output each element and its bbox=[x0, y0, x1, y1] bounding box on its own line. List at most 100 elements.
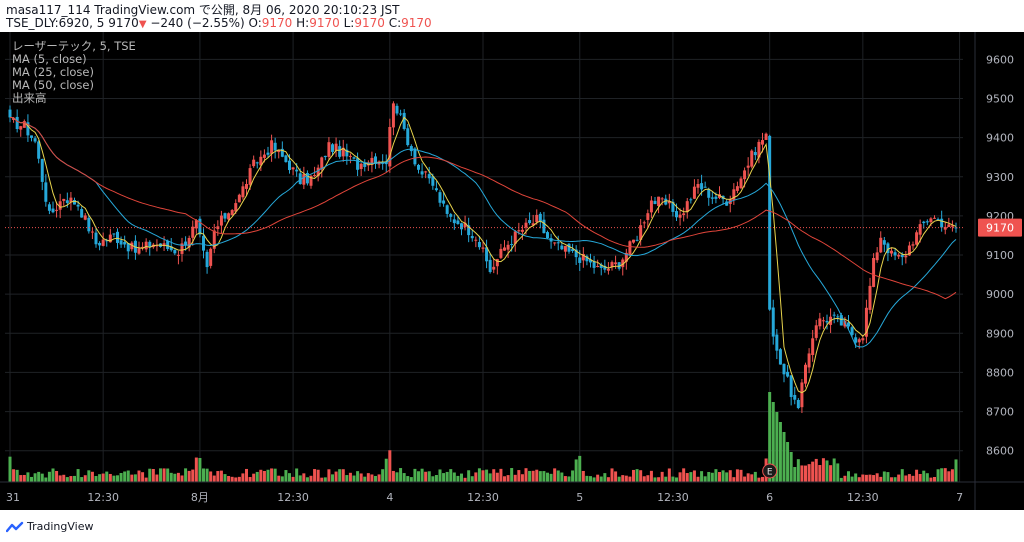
volume-bar bbox=[667, 468, 671, 482]
candle-body bbox=[69, 197, 73, 203]
legend-volume[interactable]: 出来高 bbox=[12, 91, 47, 105]
volume-bar bbox=[209, 471, 213, 482]
volume-bar bbox=[101, 473, 105, 482]
candle-body bbox=[542, 219, 546, 234]
candle-body bbox=[331, 144, 334, 152]
volume-bar bbox=[929, 477, 933, 482]
price-tick-label: 9600 bbox=[986, 53, 1014, 66]
volume-bar bbox=[194, 457, 198, 482]
chart-area[interactable]: E 9600 9500 9400 9300 9200 9100 9000 8900 8800 870… bbox=[0, 32, 1024, 510]
volume-bar bbox=[169, 472, 173, 482]
volume-bar bbox=[685, 473, 689, 482]
volume-bar bbox=[22, 474, 26, 482]
volume-bar bbox=[943, 468, 947, 482]
candle-body bbox=[786, 371, 790, 377]
volume-bar bbox=[503, 476, 506, 482]
candle-body bbox=[621, 259, 625, 268]
volume-bar bbox=[847, 471, 850, 482]
candle-body bbox=[689, 199, 693, 201]
candle-body bbox=[517, 230, 521, 232]
candle-body bbox=[26, 122, 30, 136]
legend-ma25[interactable]: MA (25, close) bbox=[12, 65, 94, 79]
candle-body bbox=[98, 242, 102, 246]
time-tick-label: 12:30 bbox=[847, 491, 879, 504]
volume-bar bbox=[456, 475, 460, 482]
candle-body bbox=[12, 118, 16, 120]
volume-bar bbox=[474, 472, 478, 482]
candle-body bbox=[374, 156, 377, 164]
candle-body bbox=[739, 178, 743, 189]
candle-body bbox=[144, 241, 148, 250]
candle-body bbox=[295, 169, 299, 172]
candle-body bbox=[427, 174, 431, 179]
volume-bar bbox=[198, 458, 202, 482]
volume-bar bbox=[47, 471, 51, 482]
ma-line-50 bbox=[9, 116, 957, 300]
volume-bar bbox=[130, 474, 134, 482]
candle-body bbox=[352, 157, 356, 159]
candle-body bbox=[345, 149, 349, 157]
candle-body bbox=[821, 320, 825, 322]
candle-body bbox=[248, 168, 252, 185]
volume-bar bbox=[26, 472, 30, 482]
volume-bar bbox=[786, 442, 790, 482]
volume-bar bbox=[778, 422, 782, 482]
volume-bar bbox=[739, 469, 743, 482]
candle-body bbox=[467, 225, 471, 236]
candle-body bbox=[660, 198, 664, 200]
volume-bar bbox=[933, 477, 936, 482]
candle-body bbox=[406, 128, 410, 146]
candle-body bbox=[413, 148, 417, 165]
volume-bar bbox=[782, 432, 786, 482]
volume-bar bbox=[578, 455, 582, 482]
candle-body bbox=[804, 364, 807, 384]
legend-ma5[interactable]: MA (5, close) bbox=[12, 52, 87, 66]
candle-body bbox=[589, 259, 592, 263]
volume-bar bbox=[449, 469, 453, 482]
candle-body bbox=[682, 213, 686, 216]
volume-bar bbox=[356, 471, 360, 482]
candle-body bbox=[793, 394, 797, 400]
tradingview-brand[interactable]: TradingView bbox=[5, 520, 93, 533]
candle-body bbox=[148, 241, 152, 248]
volume-bar bbox=[55, 470, 59, 482]
price-tick-label: 8600 bbox=[986, 445, 1014, 458]
volume-bar bbox=[44, 477, 48, 482]
volume-bar bbox=[327, 469, 331, 482]
volume-bar bbox=[155, 474, 159, 482]
candle-body bbox=[30, 135, 33, 138]
candle-body bbox=[119, 240, 123, 245]
legend-title[interactable]: レーザーテック, 5, TSE bbox=[12, 39, 136, 53]
candle-body bbox=[19, 126, 23, 130]
candle-body bbox=[929, 218, 933, 223]
volume-bar bbox=[62, 474, 66, 482]
time-tick-label: 8月 bbox=[191, 491, 209, 504]
price-chart[interactable]: E960095009400930092009100900089008800870… bbox=[0, 32, 1024, 510]
legend-ma50[interactable]: MA (50, close) bbox=[12, 78, 94, 92]
price-tick-label: 9100 bbox=[986, 249, 1014, 262]
candle-body bbox=[642, 222, 646, 224]
candle-body bbox=[768, 135, 772, 310]
current-price-label-box bbox=[978, 218, 1022, 237]
ma-line-5 bbox=[9, 116, 957, 394]
candle-body bbox=[646, 213, 650, 220]
candle-body bbox=[58, 201, 62, 210]
candle-body bbox=[725, 201, 729, 206]
candle-body bbox=[409, 146, 413, 152]
candle-body bbox=[291, 167, 295, 170]
volume-bar bbox=[452, 472, 456, 482]
volume-bar bbox=[796, 459, 800, 482]
volume-bar bbox=[936, 469, 940, 482]
volume-bar bbox=[875, 473, 879, 482]
volume-bar bbox=[126, 470, 130, 482]
volume-bar bbox=[678, 472, 682, 482]
volume-bar bbox=[370, 474, 374, 482]
volume-bar bbox=[829, 465, 833, 482]
volume-bar bbox=[911, 475, 915, 482]
volume-bar bbox=[438, 469, 442, 482]
candle-body bbox=[463, 222, 467, 228]
candle-body bbox=[700, 183, 704, 190]
volume-bar bbox=[922, 470, 926, 482]
candle-body bbox=[789, 375, 793, 397]
volume-bar bbox=[664, 476, 668, 482]
